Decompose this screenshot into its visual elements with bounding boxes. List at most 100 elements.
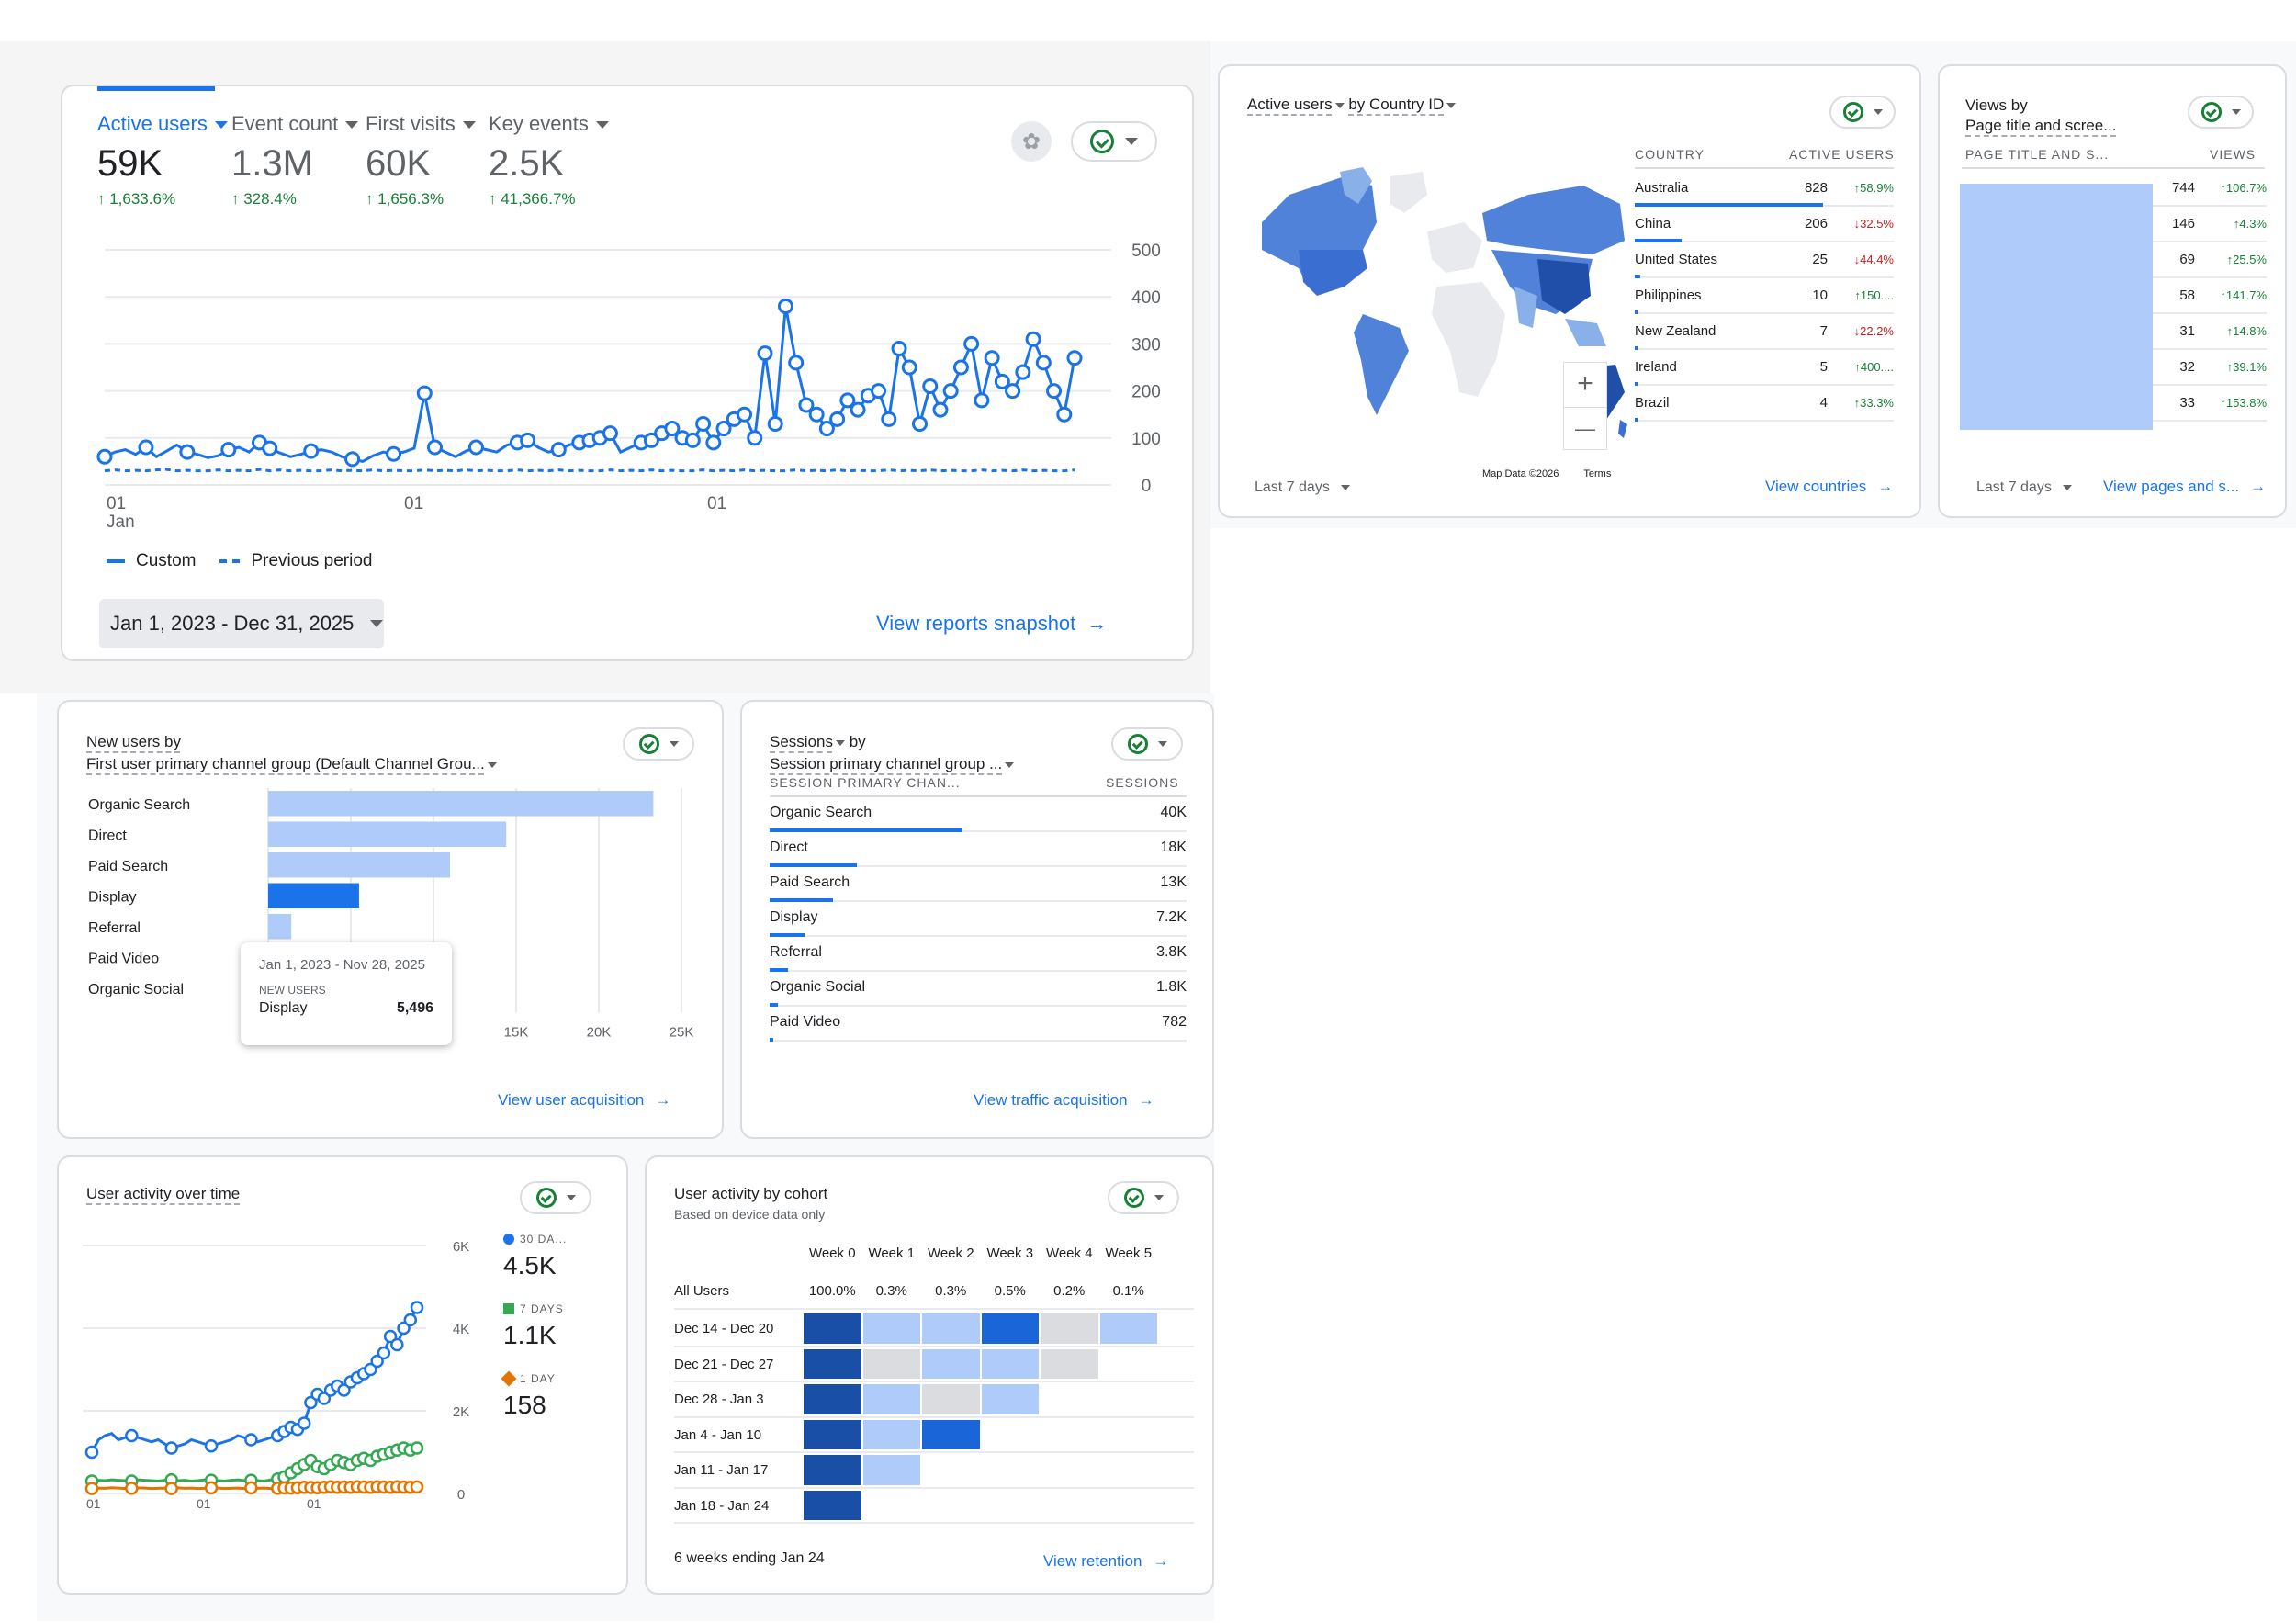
zoom-out-button[interactable]: — bbox=[1564, 407, 1606, 451]
sessions-row[interactable]: Organic Social 1.8K bbox=[770, 972, 1187, 1007]
sessions-table: Organic Search 40K Direct 18K Paid Search 13K… bbox=[770, 797, 1187, 1054]
views-row[interactable]: 58 ↑141.7% bbox=[2153, 278, 2267, 314]
views-card: Views by Page title and scree... PAGE TI… bbox=[1938, 64, 2287, 518]
period-selector[interactable]: Last 7 days bbox=[1255, 479, 1350, 496]
country-status-button[interactable] bbox=[1829, 96, 1896, 129]
views-row[interactable]: 31 ↑14.8% bbox=[2153, 314, 2267, 350]
sessions-share-bar bbox=[770, 898, 834, 902]
cohort-row[interactable]: Jan 4 - Jan 10 bbox=[674, 1418, 1194, 1453]
metric-value: 60K bbox=[366, 143, 432, 184]
new-users-title-line1: New users by bbox=[86, 733, 181, 750]
cohort-cell bbox=[1041, 1313, 1098, 1344]
country-row[interactable]: Australia 828 ↑58.9% bbox=[1635, 171, 1894, 207]
new-users-dimension-selector[interactable]: First user primary channel group (Defaul… bbox=[86, 753, 497, 775]
channel-name: Referral bbox=[770, 944, 822, 960]
sessions-row[interactable]: Paid Video 782 bbox=[770, 1007, 1187, 1042]
channel-name: Display bbox=[770, 909, 818, 925]
view-retention-link[interactable]: View retention → bbox=[1043, 1552, 1168, 1571]
views-row[interactable]: 32 ↑39.1% bbox=[2153, 350, 2267, 386]
check-circle-icon bbox=[1842, 102, 1863, 122]
cohort-cell bbox=[922, 1384, 980, 1414]
views-change: ↑25.5% bbox=[2226, 253, 2267, 266]
series-point-2 bbox=[125, 1482, 139, 1495]
tooltip-date: Jan 1, 2023 - Nov 28, 2025 bbox=[259, 957, 425, 973]
category-label: Organic Search bbox=[88, 797, 190, 813]
cohort-status-button[interactable] bbox=[1108, 1181, 1179, 1214]
cohort-cell bbox=[1099, 1313, 1157, 1344]
metric-selector[interactable]: Active users bbox=[1247, 96, 1333, 113]
compare-status-button[interactable] bbox=[1071, 121, 1157, 162]
views-dimension-selector[interactable]: Page title and scree... bbox=[1965, 117, 2117, 134]
view-pages-link[interactable]: View pages and s... → bbox=[2103, 478, 2266, 496]
series-custom-point bbox=[262, 440, 278, 456]
country-row[interactable]: Philippines 10 ↑150.... bbox=[1635, 278, 1894, 314]
views-row[interactable]: 146 ↑4.3% bbox=[2153, 207, 2267, 242]
sessions-row[interactable]: Paid Search 13K bbox=[770, 867, 1187, 902]
cohort-row[interactable]: Dec 28 - Jan 3 bbox=[674, 1382, 1194, 1418]
metric-tab-2[interactable]: First visits 60K ↑ 1,656.3% bbox=[366, 112, 494, 209]
series-custom-point bbox=[138, 439, 154, 456]
series-custom-point bbox=[984, 350, 1000, 366]
view-countries-link[interactable]: View countries → bbox=[1765, 478, 1893, 496]
zoom-in-button[interactable]: + bbox=[1577, 368, 1593, 399]
cohort-row[interactable]: Dec 14 - Dec 20 bbox=[674, 1312, 1194, 1347]
legend-previous-swatch bbox=[219, 559, 241, 563]
country-value: 10 bbox=[1812, 287, 1828, 303]
tooltip-value: 5,496 bbox=[396, 1000, 433, 1016]
series-custom-point bbox=[715, 421, 732, 437]
chevron-down-icon bbox=[1873, 109, 1883, 115]
chevron-down-icon bbox=[669, 741, 679, 747]
series-custom-point bbox=[426, 439, 443, 456]
cohort-title: User activity by cohort bbox=[674, 1185, 828, 1202]
views-row[interactable]: 33 ↑153.8% bbox=[2153, 386, 2267, 422]
metric-value: 2.5K bbox=[489, 143, 565, 184]
metric-tab-3[interactable]: Key events 2.5K ↑ 41,366.7% bbox=[489, 112, 617, 209]
country-row[interactable]: Ireland 5 ↑400.... bbox=[1635, 350, 1894, 386]
country-value: 828 bbox=[1804, 180, 1828, 196]
sessions-row[interactable]: Referral 3.8K bbox=[770, 937, 1187, 972]
legend-value: 4.5K bbox=[503, 1251, 557, 1279]
insights-icon[interactable]: ✿ bbox=[1011, 121, 1052, 162]
sessions-share-bar bbox=[770, 828, 962, 832]
activity-status-button[interactable] bbox=[520, 1181, 591, 1214]
sessions-dimension-selector[interactable]: Session primary channel group ... bbox=[770, 753, 1015, 775]
y-tick-label: 6K bbox=[453, 1239, 469, 1255]
views-value: 33 bbox=[2179, 395, 2195, 411]
view-user-acquisition-link[interactable]: View user acquisition → bbox=[498, 1091, 670, 1110]
date-range-picker[interactable]: Jan 1, 2023 - Dec 31, 2025 bbox=[99, 599, 384, 648]
metric-tab-1[interactable]: Event count 1.3M ↑ 328.4% bbox=[231, 112, 360, 209]
views-status-button[interactable] bbox=[2188, 96, 2254, 129]
series-point-0 bbox=[377, 1346, 391, 1360]
cohort-row[interactable]: Dec 21 - Dec 27 bbox=[674, 1347, 1194, 1382]
country-row[interactable]: United States 25 ↓44.4% bbox=[1635, 242, 1894, 278]
metric-tab-0[interactable]: Active users 59K ↑ 1,633.6% bbox=[97, 112, 228, 209]
view-traffic-acquisition-link[interactable]: View traffic acquisition → bbox=[974, 1091, 1154, 1110]
views-row[interactable]: 744 ↑106.7% bbox=[2153, 171, 2267, 207]
cohort-row[interactable]: Jan 18 - Jan 24 bbox=[674, 1489, 1194, 1524]
overview-card: Active users 59K ↑ 1,633.6% Event count 1.3M… bbox=[61, 85, 1194, 661]
active-users-col-header: ACTIVE USERS bbox=[1789, 147, 1895, 162]
series-custom-point bbox=[1005, 383, 1021, 400]
sessions-row[interactable]: Organic Search 40K bbox=[770, 797, 1187, 832]
sessions-row[interactable]: Display 7.2K bbox=[770, 902, 1187, 937]
views-period-selector[interactable]: Last 7 days bbox=[1976, 479, 2072, 496]
cohort-all-users-value: 0.5% bbox=[994, 1283, 1026, 1299]
series-point-0 bbox=[317, 1392, 332, 1405]
sessions-metric-selector[interactable]: Sessions bbox=[770, 733, 833, 750]
new-users-status-button[interactable] bbox=[623, 727, 694, 761]
country-name: United States bbox=[1635, 252, 1718, 267]
map-terms-link[interactable]: Terms bbox=[1583, 468, 1612, 479]
country-row[interactable]: Brazil 4 ↑33.3% bbox=[1635, 386, 1894, 422]
series-custom-point bbox=[829, 411, 846, 427]
view-reports-snapshot-link[interactable]: View reports snapshot → bbox=[876, 612, 1107, 636]
cohort-cell bbox=[981, 1313, 1039, 1344]
sessions-share-bar bbox=[770, 933, 805, 937]
bar bbox=[268, 883, 359, 908]
country-row[interactable]: China 206 ↓32.5% bbox=[1635, 207, 1894, 242]
sessions-status-button[interactable] bbox=[1111, 727, 1183, 761]
views-row[interactable]: 69 ↑25.5% bbox=[2153, 242, 2267, 278]
cohort-row-label: Dec 14 - Dec 20 bbox=[674, 1321, 774, 1336]
sessions-row[interactable]: Direct 18K bbox=[770, 832, 1187, 867]
cohort-row[interactable]: Jan 11 - Jan 17 bbox=[674, 1453, 1194, 1489]
country-row[interactable]: New Zealand 7 ↓22.2% bbox=[1635, 314, 1894, 350]
